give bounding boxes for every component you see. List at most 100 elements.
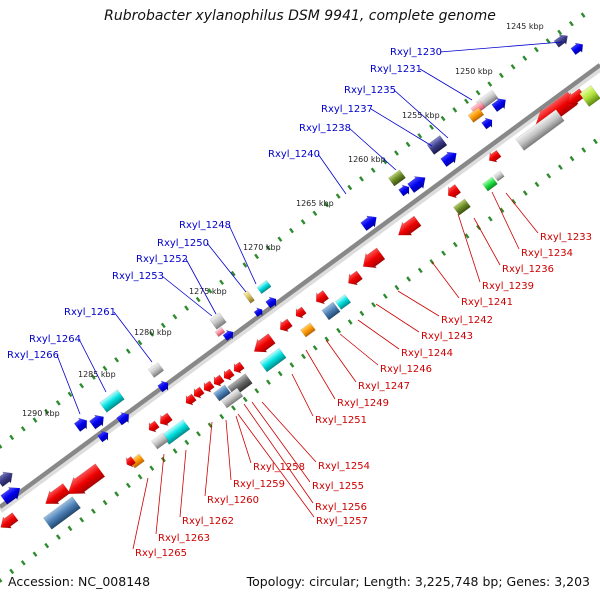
- reverse-gene-label[interactable]: Rxyl_1239: [482, 281, 534, 292]
- gene-feature[interactable]: [115, 409, 132, 427]
- reverse-gene-label[interactable]: Rxyl_1241: [461, 297, 513, 308]
- gene-feature[interactable]: [253, 306, 265, 319]
- forward-gene-label[interactable]: Rxyl_1248: [179, 220, 231, 231]
- reverse-gene-label[interactable]: Rxyl_1249: [337, 398, 389, 409]
- gene-feature[interactable]: [0, 468, 17, 489]
- reverse-gene-label[interactable]: Rxyl_1254: [318, 461, 370, 472]
- reverse-gene-label[interactable]: Rxyl_1257: [316, 516, 368, 527]
- forward-gene-label[interactable]: Rxyl_1266: [7, 350, 59, 361]
- reverse-gene-label[interactable]: Rxyl_1265: [135, 548, 187, 559]
- gene-feature[interactable]: [182, 392, 197, 408]
- tick-dot: [406, 276, 412, 282]
- forward-gene-label[interactable]: Rxyl_1253: [112, 271, 164, 282]
- gene-feature[interactable]: [344, 269, 364, 289]
- tick-dot: [67, 525, 73, 532]
- gene-feature[interactable]: [444, 183, 462, 201]
- gene-feature[interactable]: [406, 172, 429, 195]
- gene-feature[interactable]: [129, 453, 145, 469]
- gene-feature[interactable]: [62, 462, 106, 502]
- gene-feature[interactable]: [467, 107, 485, 123]
- gene-feature[interactable]: [123, 455, 137, 469]
- reverse-gene-label[interactable]: Rxyl_1247: [358, 381, 410, 392]
- reverse-gene-label[interactable]: Rxyl_1262: [182, 516, 234, 527]
- gene-feature[interactable]: [243, 290, 255, 304]
- gene-labels: Rxyl_1230 Rxyl_1231 Rxyl_1235 Rxyl_1237 Rxyl…: [7, 47, 592, 559]
- gene-feature[interactable]: [256, 279, 272, 295]
- gene-feature[interactable]: [156, 411, 173, 429]
- gene-feature[interactable]: [486, 149, 503, 166]
- gene-feature[interactable]: [200, 379, 215, 395]
- reverse-gene-label[interactable]: Rxyl_1244: [401, 348, 453, 359]
- gene-feature[interactable]: [88, 411, 108, 431]
- gene-feature[interactable]: [358, 246, 386, 274]
- reverse-gene-label[interactable]: Rxyl_1234: [521, 248, 573, 259]
- forward-gene-label[interactable]: Rxyl_1238: [299, 123, 351, 134]
- gene-feature[interactable]: [397, 182, 412, 198]
- gene-feature[interactable]: [439, 148, 460, 169]
- gene-feature[interactable]: [214, 326, 226, 338]
- gene-feature[interactable]: [99, 389, 125, 413]
- gene-feature[interactable]: [210, 373, 225, 389]
- gene-feature[interactable]: [41, 482, 71, 510]
- gene-feature[interactable]: [334, 294, 352, 310]
- gene-feature[interactable]: [312, 289, 330, 307]
- forward-gene-label[interactable]: Rxyl_1231: [370, 64, 422, 75]
- gene-feature[interactable]: [359, 212, 380, 233]
- forward-gene-label[interactable]: Rxyl_1235: [344, 85, 396, 96]
- reverse-gene-label[interactable]: Rxyl_1251: [315, 415, 367, 426]
- gene-feature[interactable]: [209, 312, 227, 330]
- gene-feature[interactable]: [96, 428, 111, 444]
- gene-feature[interactable]: [264, 294, 279, 310]
- reverse-gene-label[interactable]: Rxyl_1242: [441, 315, 493, 326]
- gene-feature[interactable]: [292, 305, 307, 321]
- reverse-gene-label[interactable]: Rxyl_1233: [540, 232, 592, 243]
- gene-feature[interactable]: [145, 419, 160, 435]
- gene-feature[interactable]: [515, 109, 565, 151]
- forward-gene-label[interactable]: Rxyl_1261: [64, 307, 116, 318]
- reverse-gene-label[interactable]: Rxyl_1255: [312, 481, 364, 492]
- gene-feature[interactable]: [147, 362, 165, 378]
- gene-feature[interactable]: [249, 332, 276, 358]
- reverse-gene-label[interactable]: Rxyl_1258: [253, 462, 305, 473]
- reverse-gene-label[interactable]: Rxyl_1236: [502, 264, 554, 275]
- forward-gene-label[interactable]: Rxyl_1240: [268, 149, 320, 160]
- gene-feature[interactable]: [426, 135, 448, 155]
- gene-feature[interactable]: [222, 328, 237, 343]
- gene-feature[interactable]: [190, 385, 205, 401]
- gene-feature[interactable]: [394, 214, 423, 241]
- gene-feature[interactable]: [553, 31, 571, 49]
- gene-feature[interactable]: [579, 85, 600, 107]
- gene-feature[interactable]: [491, 95, 510, 114]
- gene-feature[interactable]: [493, 170, 505, 182]
- gene-feature[interactable]: [151, 432, 169, 450]
- gene-feature[interactable]: [220, 367, 235, 383]
- reverse-gene-label[interactable]: Rxyl_1256: [315, 502, 367, 513]
- reverse-gene-label[interactable]: Rxyl_1263: [158, 533, 210, 544]
- gene-feature[interactable]: [480, 115, 495, 131]
- gene-feature[interactable]: [570, 40, 587, 57]
- gene-feature[interactable]: [230, 360, 245, 376]
- gene-feature[interactable]: [388, 169, 406, 187]
- gene-feature[interactable]: [300, 322, 316, 338]
- reverse-gene-label[interactable]: Rxyl_1260: [207, 495, 259, 506]
- gene-feature[interactable]: [0, 482, 24, 506]
- gene-feature[interactable]: [0, 511, 19, 533]
- reverse-gene-label[interactable]: Rxyl_1246: [380, 364, 432, 375]
- gene-feature[interactable]: [482, 176, 498, 192]
- gene-feature[interactable]: [453, 198, 471, 216]
- gene-feature[interactable]: [156, 378, 171, 394]
- forward-gene-label[interactable]: Rxyl_1264: [29, 334, 81, 345]
- gene-feature[interactable]: [321, 301, 341, 321]
- forward-gene-label[interactable]: Rxyl_1252: [136, 254, 188, 265]
- forward-gene-label[interactable]: Rxyl_1237: [321, 104, 373, 115]
- gene-feature[interactable]: [276, 317, 293, 335]
- forward-gene-label[interactable]: Rxyl_1230: [390, 47, 442, 58]
- gene-feature[interactable]: [43, 496, 81, 530]
- reverse-gene-label[interactable]: Rxyl_1243: [421, 331, 473, 342]
- reverse-gene-label[interactable]: Rxyl_1259: [233, 479, 285, 490]
- gene-feature[interactable]: [213, 384, 231, 402]
- gene-feature[interactable]: [259, 347, 287, 373]
- gene-feature[interactable]: [73, 415, 91, 433]
- forward-gene-label[interactable]: Rxyl_1250: [157, 238, 209, 249]
- gene-feature[interactable]: [220, 387, 244, 409]
